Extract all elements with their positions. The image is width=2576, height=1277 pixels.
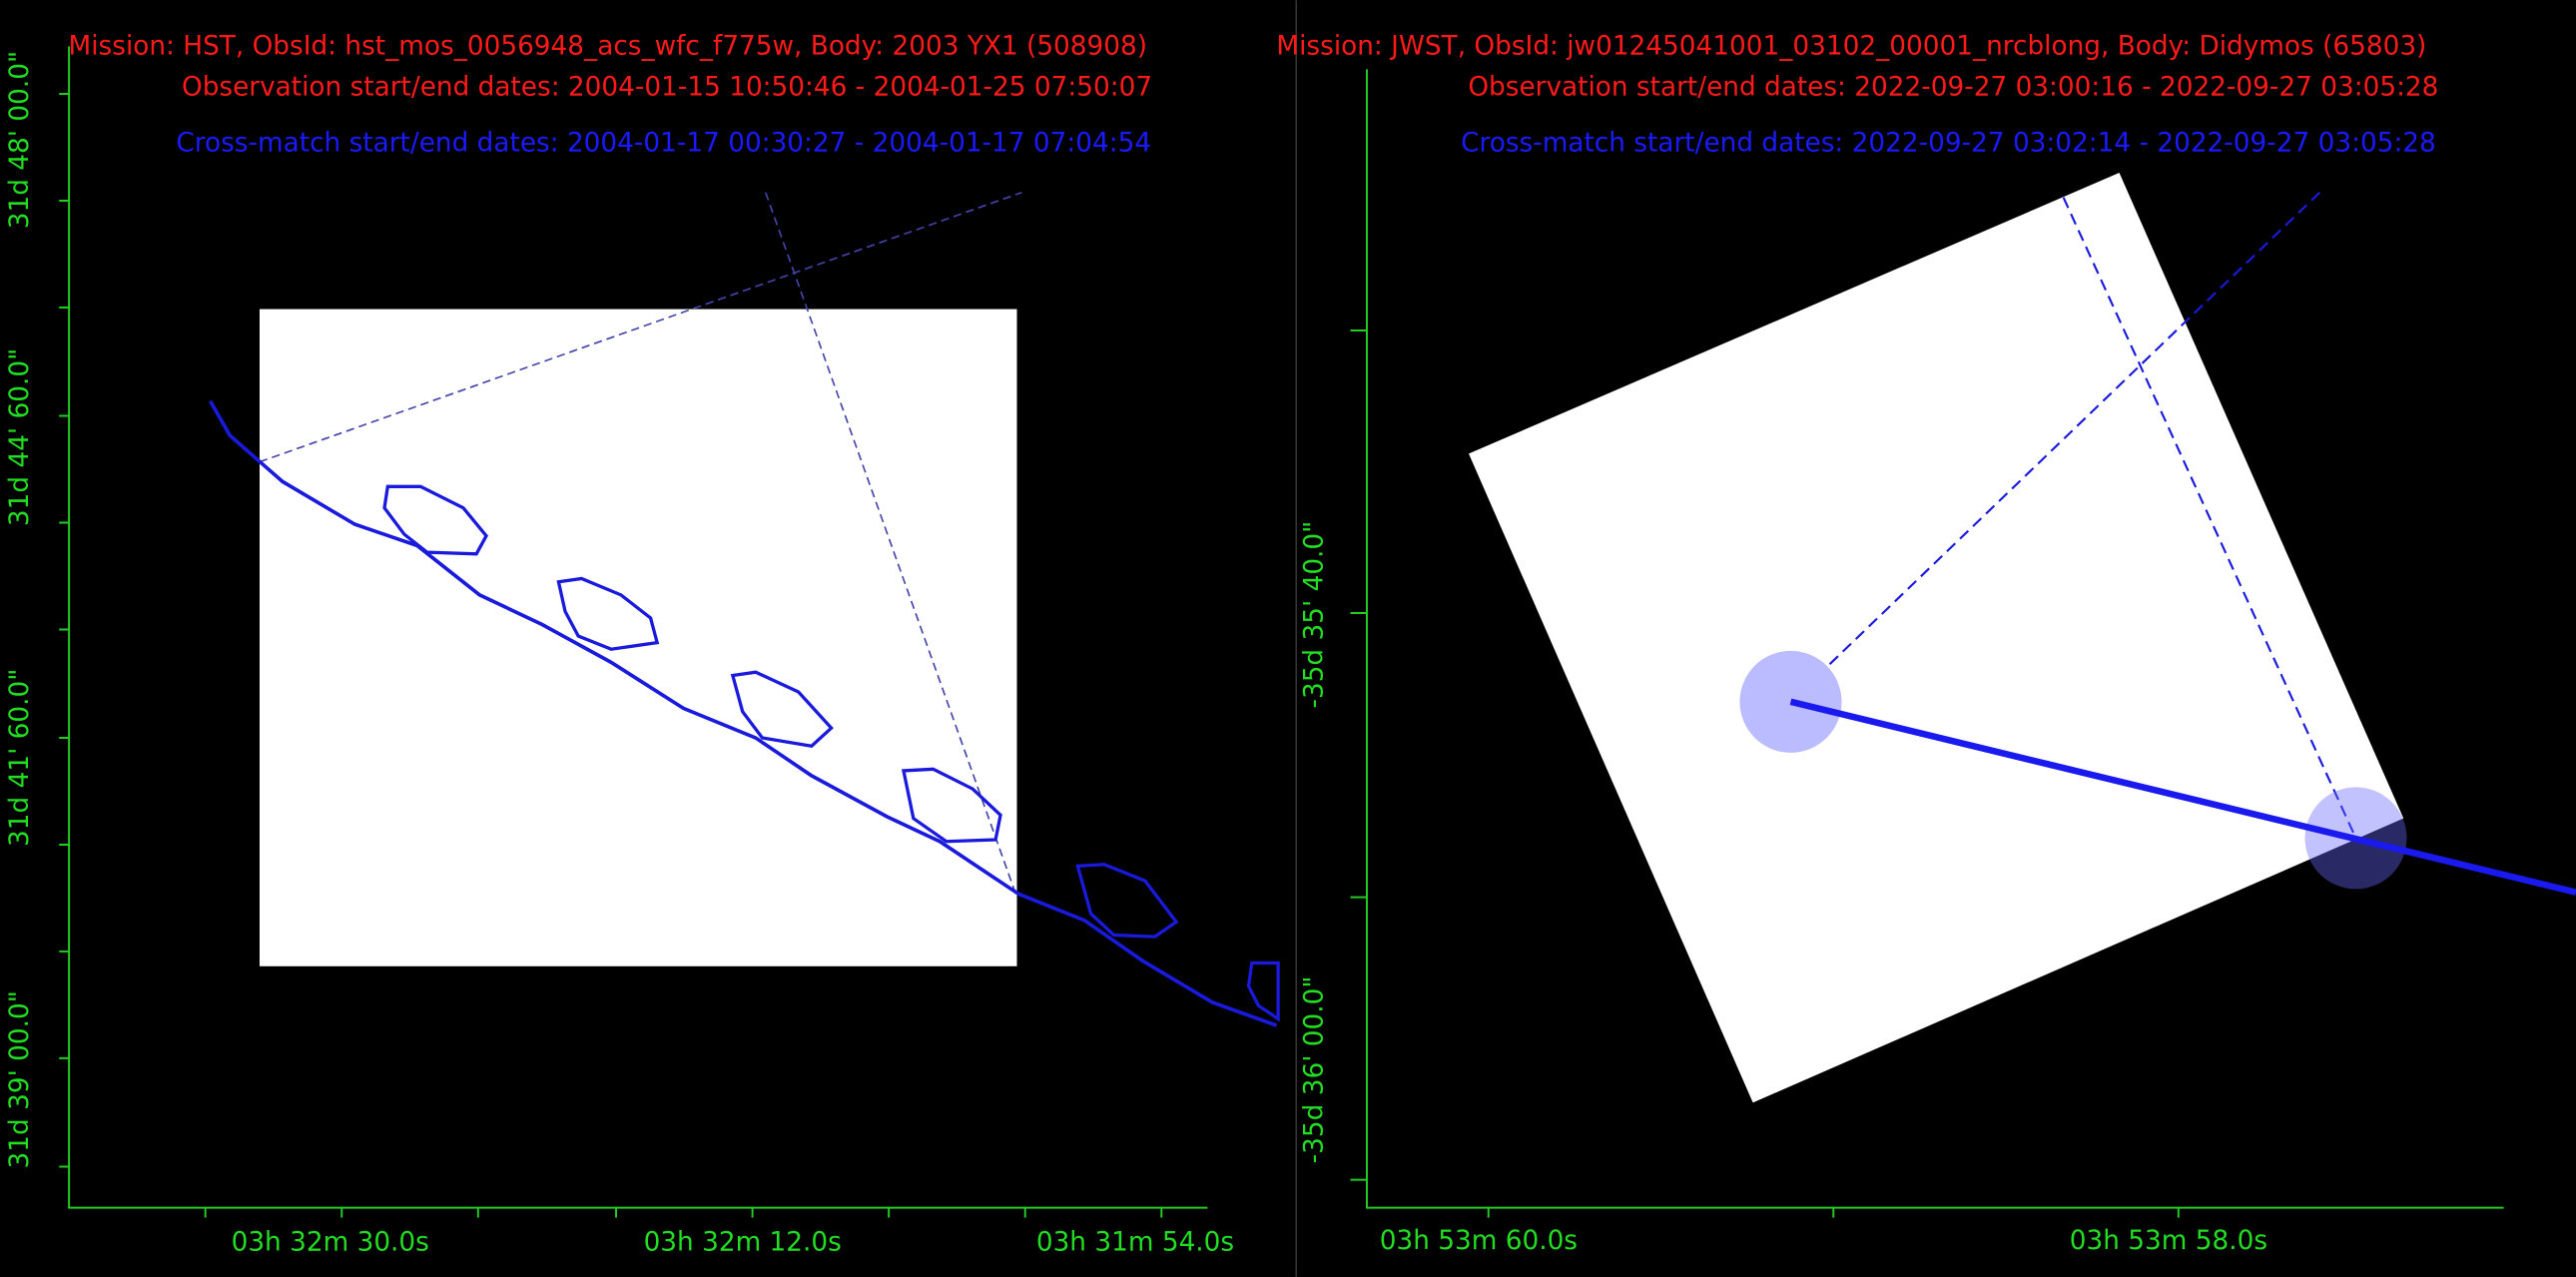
x-label: 03h 32m 30.0s — [232, 1227, 429, 1257]
y-label: -35d 35' 40.0" — [1300, 521, 1330, 709]
x-label: 03h 32m 12.0s — [644, 1227, 842, 1257]
x-label: 03h 53m 60.0s — [1380, 1226, 1578, 1256]
y-label: 31d 41' 60.0" — [5, 669, 35, 847]
y-label: 31d 48' 00.0" — [5, 51, 35, 229]
guide-lines — [259, 191, 1022, 898]
guide-lines — [1789, 192, 2357, 839]
axes — [1365, 69, 2504, 1209]
ticks — [1350, 328, 2180, 1218]
footprint — [259, 309, 1017, 966]
crossmatch-dates: Cross-match start/end dates: 2022-09-27 … — [1461, 129, 2436, 159]
mission-line: Mission: JWST, ObsId: jw01245041001_0310… — [1276, 32, 2426, 62]
track — [1789, 698, 2576, 896]
observation-dates: Observation start/end dates: 2004-01-15 … — [182, 73, 1152, 103]
error-ellipses — [382, 484, 1280, 1022]
right-panel: Mission: JWST, ObsId: jw01245041001_0310… — [1276, 32, 2576, 1256]
y-label: 31d 39' 00.0" — [5, 990, 35, 1168]
x-label: 03h 31m 54.0s — [1036, 1227, 1234, 1257]
left-panel: Mission: HST, ObsId: hst_mos_0056948_acs… — [5, 32, 1280, 1257]
observation-dates: Observation start/end dates: 2022-09-27 … — [1468, 73, 2438, 103]
mission-line: Mission: HST, ObsId: hst_mos_0056948_acs… — [69, 32, 1147, 62]
axes — [68, 46, 1208, 1209]
crossmatch-dates: Cross-match start/end dates: 2004-01-17 … — [176, 129, 1151, 159]
y-label: -35d 36' 00.0" — [1300, 976, 1330, 1164]
y-label: 31d 44' 60.0" — [5, 348, 35, 526]
footprint — [1468, 173, 2404, 1103]
x-label: 03h 53m 58.0s — [2070, 1226, 2267, 1256]
track — [209, 399, 1278, 1027]
ticks — [59, 93, 1163, 1218]
